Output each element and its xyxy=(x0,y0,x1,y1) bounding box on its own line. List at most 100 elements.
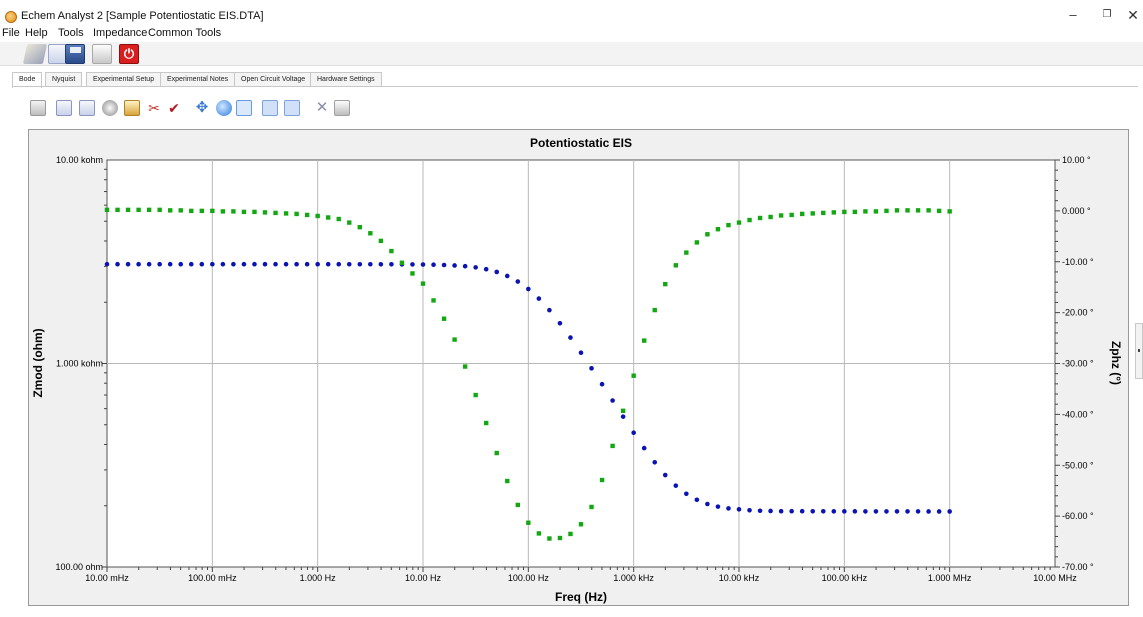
zmod-point xyxy=(115,261,120,267)
zmod-point xyxy=(157,261,162,267)
zphz-point xyxy=(589,504,594,510)
grid xyxy=(107,160,1055,567)
zmod-point xyxy=(936,509,942,514)
zmod-point xyxy=(494,269,500,275)
zphz-point xyxy=(357,224,363,230)
zmod-point xyxy=(473,265,478,270)
zmod-point xyxy=(799,508,805,514)
y2-axis-label: Zphz (°) xyxy=(1109,341,1123,385)
bode-plot[interactable]: Potentiostatic EIS 10.00 mHz 100.00 mHz 1.… xyxy=(29,130,1130,607)
print-icon[interactable] xyxy=(92,44,112,64)
pan-icon[interactable]: ✥ xyxy=(195,99,209,116)
zmod-point xyxy=(441,262,447,268)
zphz-point xyxy=(842,209,847,215)
zphz-point xyxy=(347,220,352,225)
menu-file[interactable]: File xyxy=(2,27,20,39)
window-title: Echem Analyst 2 [Sample Potentiostatic E… xyxy=(21,10,264,22)
tab-experimental-notes[interactable]: Experimental Notes xyxy=(160,72,236,86)
power-icon[interactable]: ⏻ xyxy=(119,44,139,64)
zphz-point xyxy=(199,208,204,214)
zphz-point xyxy=(557,535,563,541)
zmod-point xyxy=(684,491,689,497)
x-tick-label: 10.00 kHz xyxy=(719,573,760,583)
open-file-icon[interactable] xyxy=(22,44,48,64)
zphz-point xyxy=(831,210,836,215)
tab-nyquist[interactable]: Nyquist xyxy=(45,72,83,86)
zmod-point xyxy=(652,459,658,465)
copy-icon[interactable] xyxy=(30,100,46,116)
chart-add-icon[interactable] xyxy=(56,100,72,116)
chart-toggle-2-icon[interactable] xyxy=(284,100,300,116)
y2-tick-label: -10.00 ° xyxy=(1062,257,1094,267)
zphz-point xyxy=(757,215,763,221)
save-icon[interactable] xyxy=(65,44,85,64)
zphz-point xyxy=(884,208,889,214)
zphz-point xyxy=(578,522,584,527)
y-tick-label: 10.00 kohm xyxy=(56,155,103,165)
print-plot-icon[interactable] xyxy=(334,100,350,116)
zphz-point xyxy=(926,208,931,213)
zphz-point xyxy=(115,207,120,213)
zphz-point xyxy=(494,450,499,456)
zphz-point xyxy=(315,213,320,219)
zmod-point xyxy=(536,296,542,301)
pie-icon[interactable] xyxy=(102,100,118,116)
zphz-point xyxy=(936,208,942,214)
plot-toolbar: ✂ ✔ ✥ ✕ xyxy=(28,97,378,123)
y2-tick-label: -50.00 ° xyxy=(1062,460,1094,470)
y-axis-ticks: 10.00 kohm 1.000 kohm 100.00 ohm xyxy=(55,155,107,572)
zmod-point xyxy=(273,261,278,267)
check-icon[interactable]: ✔ xyxy=(168,100,180,116)
zphz-point xyxy=(389,248,394,254)
zphz-point xyxy=(505,478,510,484)
zoom-in-icon[interactable] xyxy=(216,100,232,116)
zmod-point xyxy=(357,261,363,267)
zphz-point xyxy=(852,209,858,215)
maximize-button[interactable]: ❐ xyxy=(1102,9,1112,20)
close-button[interactable]: ✕ xyxy=(1127,7,1139,23)
menu-common-tools[interactable]: Common Tools xyxy=(148,27,222,39)
zphz-point xyxy=(915,208,921,213)
zphz-point xyxy=(210,208,215,214)
menu-tools[interactable]: Tools xyxy=(58,27,84,39)
zmod-point xyxy=(915,509,921,514)
menu-impedance[interactable]: Impedance xyxy=(93,27,148,39)
zphz-point xyxy=(336,216,341,222)
zmod-point xyxy=(610,398,615,403)
zoom-fit-icon[interactable] xyxy=(236,100,252,116)
y2-tick-label: 10.00 ° xyxy=(1062,155,1091,165)
zphz-point xyxy=(252,209,257,215)
chart-edit-icon[interactable] xyxy=(79,100,95,116)
zmod-point xyxy=(188,261,194,267)
app-logo-icon xyxy=(5,11,17,23)
bode-plot-panel: Potentiostatic EIS 10.00 mHz 100.00 mHz 1.… xyxy=(28,129,1129,606)
zphz-point xyxy=(410,271,415,276)
zmod-point xyxy=(578,350,584,355)
zphz-point xyxy=(810,211,815,216)
zmod-point xyxy=(884,509,889,514)
zphz-point xyxy=(136,207,141,213)
delete-icon[interactable]: ✕ xyxy=(315,99,329,116)
tab-hardware-settings[interactable]: Hardware Settings xyxy=(310,72,382,86)
zmod-point xyxy=(768,508,773,514)
menu-help[interactable]: Help xyxy=(25,27,48,39)
tab-divider xyxy=(12,86,1138,87)
zmod-point xyxy=(726,506,731,511)
side-panel-handle[interactable] xyxy=(1135,323,1143,379)
minimize-button[interactable]: – xyxy=(1069,7,1077,22)
zmod-point xyxy=(736,507,742,512)
zphz-point xyxy=(462,364,468,369)
tab-experimental-setup[interactable]: Experimental Setup xyxy=(86,72,162,86)
zphz-point xyxy=(304,212,310,218)
zphz-point xyxy=(715,226,721,232)
x-tick-label: 10.00 mHz xyxy=(85,573,129,583)
export-icon[interactable] xyxy=(124,100,140,116)
zphz-point xyxy=(262,210,268,215)
zphz-point xyxy=(873,209,879,214)
tab-open-circuit-voltage[interactable]: Open Circuit Voltage xyxy=(234,72,313,86)
cut-icon[interactable]: ✂ xyxy=(148,100,160,116)
chart-toggle-icon[interactable] xyxy=(262,100,278,116)
tab-bode[interactable]: Bode xyxy=(12,72,43,88)
zphz-point xyxy=(863,209,868,214)
zmod-point xyxy=(389,262,394,267)
